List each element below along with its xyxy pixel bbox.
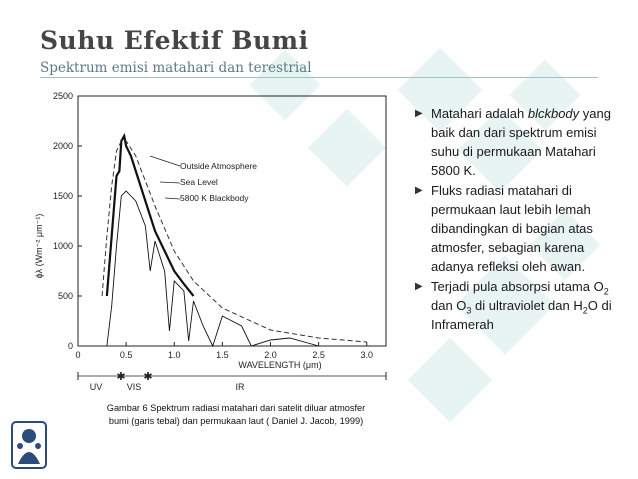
y-tick-label: 500	[58, 291, 73, 301]
bullet-list: ▶ Matahari adalah blckbody yang baik dan…	[414, 104, 628, 335]
bullet-1-text-end: yang baik dan dari spektrum emisi suhu d…	[431, 106, 611, 178]
x-tick-label: 1.5	[216, 350, 229, 360]
arrow-bullet-icon: ▶	[415, 185, 423, 196]
legend-sea-level: Sea Level	[180, 177, 218, 187]
band-uv: UV	[90, 382, 103, 392]
subscript-h2: 2	[582, 305, 588, 316]
svg-text:✱: ✱	[143, 371, 152, 383]
arrow-bullet-icon: ▶	[415, 281, 423, 292]
x-tick-label: 0.5	[120, 350, 133, 360]
series-line-3	[101, 140, 367, 343]
y-tick-label: 2000	[53, 141, 73, 151]
x-axis-label: WAVELENGTH (μm)	[238, 360, 321, 370]
bullet-3-text-b: dan O	[431, 298, 467, 313]
bullet-3-text-a: Terjadi pula absorpsi utama O	[431, 279, 604, 294]
caption-line-2: bumi (garis tebal) dan permukaan laut ( …	[108, 416, 364, 426]
x-tick-label: 1.0	[168, 350, 181, 360]
y-tick-label: 1000	[53, 241, 73, 251]
arrow-bullet-icon: ▶	[415, 108, 423, 119]
x-tick-label: 2.0	[264, 350, 277, 360]
plot-frame	[77, 95, 387, 347]
itb-logo-icon	[11, 421, 47, 469]
x-tick-label: 3.0	[360, 350, 373, 360]
x-tick-label: 0	[75, 350, 80, 360]
x-tick-label: 2.5	[312, 350, 325, 360]
y-tick-label: 1500	[53, 191, 73, 201]
bullet-flux: ▶ Fluks radiasi matahari di permukaan la…	[414, 181, 628, 276]
legend-blackbody: 5800 K Blackbody	[180, 193, 249, 203]
legend: Outside Atmosphere Sea Level 5800 K Blac…	[149, 155, 257, 203]
spectrum-figure: 0 500 1000 1500 2000 2500 0 0.5 1.0 1.5 2.0 2.5 3.0…	[34, 91, 387, 392]
y-tick-label: 2500	[53, 91, 73, 101]
band-ir: IR	[236, 382, 246, 392]
y-tick-labels: 0 500 1000 1500 2000 2500	[53, 91, 82, 351]
caption-line-1: Gambar 6 Spektrum radiasi matahari dari …	[106, 403, 366, 413]
bullet-2-text: Fluks radiasi matahari di permukaan laut…	[431, 183, 593, 274]
band-vis: VIS	[127, 382, 142, 392]
bullet-1-italic: blckbody	[527, 106, 580, 121]
svg-text:✱: ✱	[116, 371, 125, 383]
bullet-3-text-d: O di Inframerah	[431, 298, 612, 332]
subscript-o3: 3	[466, 305, 472, 316]
spectral-bands: ✱ ✱ UV VIS IR	[77, 371, 387, 392]
slide-subtitle: Spektrum emisi matahari dan terestrial	[40, 60, 312, 76]
figure-caption: Gambar 6 Spektrum radiasi matahari dari …	[86, 402, 386, 428]
bullet-absorption: ▶ Terjadi pula absorpsi utama O2 dan O3 …	[414, 277, 628, 334]
bullet-3-text-c: di ultraviolet dan H	[471, 298, 583, 313]
title-divider	[40, 77, 598, 78]
series-line-1	[105, 132, 195, 297]
legend-outside-atmosphere: Outside Atmosphere	[180, 161, 257, 171]
y-axis-label: ϕλ (Wm⁻² μm⁻¹)	[34, 214, 44, 279]
series-line-2	[106, 190, 319, 348]
subscript-o2: 2	[603, 286, 609, 297]
bullet-blackbody: ▶ Matahari adalah blckbody yang baik dan…	[414, 104, 628, 180]
spectrum-series	[101, 132, 367, 348]
y-tick-label: 0	[68, 341, 73, 351]
x-tick-labels: 0 0.5 1.0 1.5 2.0 2.5 3.0	[75, 342, 373, 360]
slide-title: Suhu Efektif Bumi	[40, 26, 309, 55]
bullet-1-text: Matahari adalah	[431, 106, 528, 121]
